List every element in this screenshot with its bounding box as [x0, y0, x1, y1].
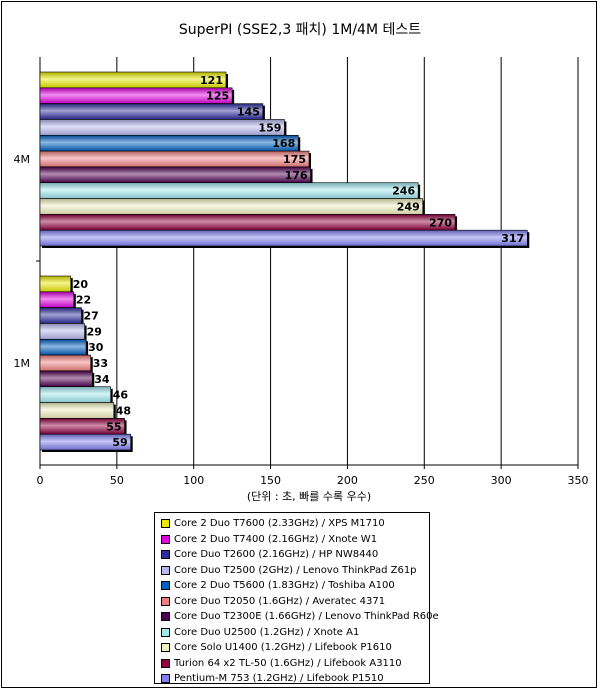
- data-label: 20: [73, 278, 89, 291]
- legend-item: Pentium-M 753 (1.2GHz) / Lifebook P1510: [161, 671, 429, 687]
- data-label: 30: [88, 341, 104, 354]
- bar: [39, 307, 82, 324]
- x-tick-label: 250: [414, 474, 435, 487]
- legend-label: Pentium-M 753 (1.2GHz) / Lifebook P1510: [174, 673, 384, 685]
- bar: [39, 370, 93, 388]
- legend-swatch: [161, 674, 170, 684]
- bar: [39, 182, 419, 199]
- bar: [39, 338, 87, 356]
- legend-swatch: [161, 519, 170, 529]
- legend-item: Core Solo U1400 (1.2GHz) / Lifebook P161…: [161, 640, 429, 656]
- chart-legend: Core 2 Duo T7600 (2.33GHz) / XPS M1710 Co…: [154, 512, 439, 687]
- x-tick-label: 350: [568, 474, 589, 487]
- legend-label: Core Duo T2500 (2GHz) / Lenovo ThinkPad …: [174, 564, 417, 576]
- legend-label: Core Duo T2600 (2.16GHz) / HP NW8440: [174, 549, 379, 561]
- data-label: 48: [116, 404, 131, 417]
- x-axis-label: (단위 : 초, 빠를 수록 우수): [246, 490, 372, 503]
- bar: [39, 166, 311, 184]
- legend-swatch: [161, 612, 170, 622]
- data-label: 27: [84, 310, 99, 323]
- data-label: 249: [397, 200, 420, 213]
- chart-title: SuperPI (SSE2,3 패치) 1M/4M 테스트: [178, 22, 422, 38]
- bar: [39, 150, 310, 168]
- legend-item: Core 2 Duo T7400 (2.16GHz) / Xnote W1: [161, 532, 429, 548]
- bar: [39, 214, 456, 231]
- legend-item: Core Duo U2500 (1.2GHz) / Xnote A1: [161, 625, 429, 641]
- x-tick-label: 300: [491, 474, 512, 487]
- legend-swatch: [161, 658, 170, 668]
- x-tick-label: 100: [183, 474, 204, 487]
- legend-item: Turion 64 x2 TL-50 (1.6GHz) / Lifebook A…: [161, 656, 429, 672]
- bar: [39, 71, 227, 89]
- data-label: 125: [206, 90, 229, 103]
- legend-item: Core 2 Duo T7600 (2.33GHz) / XPS M1710: [161, 516, 429, 532]
- data-label: 168: [272, 137, 295, 150]
- data-label: 175: [283, 153, 306, 166]
- legend-item: Core Duo T2500 (2GHz) / Lenovo ThinkPad …: [161, 563, 429, 579]
- x-tick-label: 50: [110, 474, 124, 487]
- x-tick-label: 0: [37, 474, 44, 487]
- bar: [39, 291, 75, 308]
- chart-plot: 0 50 100 150 200 250 300 350 4M 121 125 145 159 168 17…: [14, 57, 589, 487]
- y-tick-label: 1M: [14, 357, 31, 370]
- data-label: 34: [94, 373, 110, 386]
- legend-swatch: [161, 550, 170, 560]
- legend-item: Core 2 Duo T5600 (1.83GHz) / Toshiba A10…: [161, 578, 429, 594]
- data-label: 29: [87, 325, 102, 338]
- data-label: 246: [392, 185, 415, 198]
- legend-label: Core Duo U2500 (1.2GHz) / Xnote A1: [174, 626, 360, 638]
- legend-swatch: [161, 565, 170, 575]
- legend-swatch: [161, 534, 170, 544]
- bar: [39, 275, 72, 293]
- bar: [39, 198, 424, 215]
- legend-label: Core 2 Duo T7600 (2.33GHz) / XPS M1710: [174, 518, 385, 530]
- legend-label: Core Solo U1400 (1.2GHz) / Lifebook P161…: [174, 642, 392, 654]
- data-label: 121: [200, 74, 223, 87]
- data-label: 33: [93, 357, 108, 370]
- legend-label: Core 2 Duo T5600 (1.83GHz) / Toshiba A10…: [174, 580, 395, 592]
- data-label: 46: [113, 389, 129, 402]
- legend-swatch: [161, 627, 170, 637]
- data-label: 59: [112, 436, 127, 449]
- bar: [39, 386, 112, 403]
- x-tick-label: 150: [260, 474, 281, 487]
- data-label: 317: [501, 232, 524, 245]
- legend-swatch: [161, 596, 170, 606]
- legend-item: Core Duo T2050 (1.6GHz) / Averatec 4371: [161, 594, 429, 610]
- legend-label: Core Duo T2300E (1.66GHz) / Lenovo Think…: [174, 611, 439, 623]
- bar: [39, 119, 285, 136]
- legend-swatch: [161, 643, 170, 653]
- bar: [39, 433, 131, 451]
- legend-label: Turion 64 x2 TL-50 (1.6GHz) / Lifebook A…: [174, 657, 402, 669]
- bar: [39, 134, 299, 152]
- data-label: 55: [106, 420, 121, 433]
- legend-label: Core Duo T2050 (1.6GHz) / Averatec 4371: [174, 595, 386, 607]
- bar: [39, 103, 264, 120]
- bar: [39, 87, 233, 104]
- bar: [39, 354, 92, 372]
- data-label: 159: [258, 121, 281, 134]
- data-label: 145: [237, 106, 260, 119]
- legend-label: Core 2 Duo T7400 (2.16GHz) / Xnote W1: [174, 533, 378, 545]
- data-label: 270: [429, 216, 452, 229]
- legend-item: Core Duo T2600 (2.16GHz) / HP NW8440: [161, 547, 429, 563]
- bar: [39, 323, 85, 340]
- x-tick-label: 200: [337, 474, 358, 487]
- y-tick-label: 4M: [14, 153, 31, 166]
- legend-swatch: [161, 581, 170, 591]
- bar: [39, 229, 528, 247]
- data-label: 22: [76, 294, 91, 307]
- legend-item: Core Duo T2300E (1.66GHz) / Lenovo Think…: [161, 609, 439, 625]
- bar: [39, 402, 115, 419]
- data-label: 176: [285, 169, 308, 182]
